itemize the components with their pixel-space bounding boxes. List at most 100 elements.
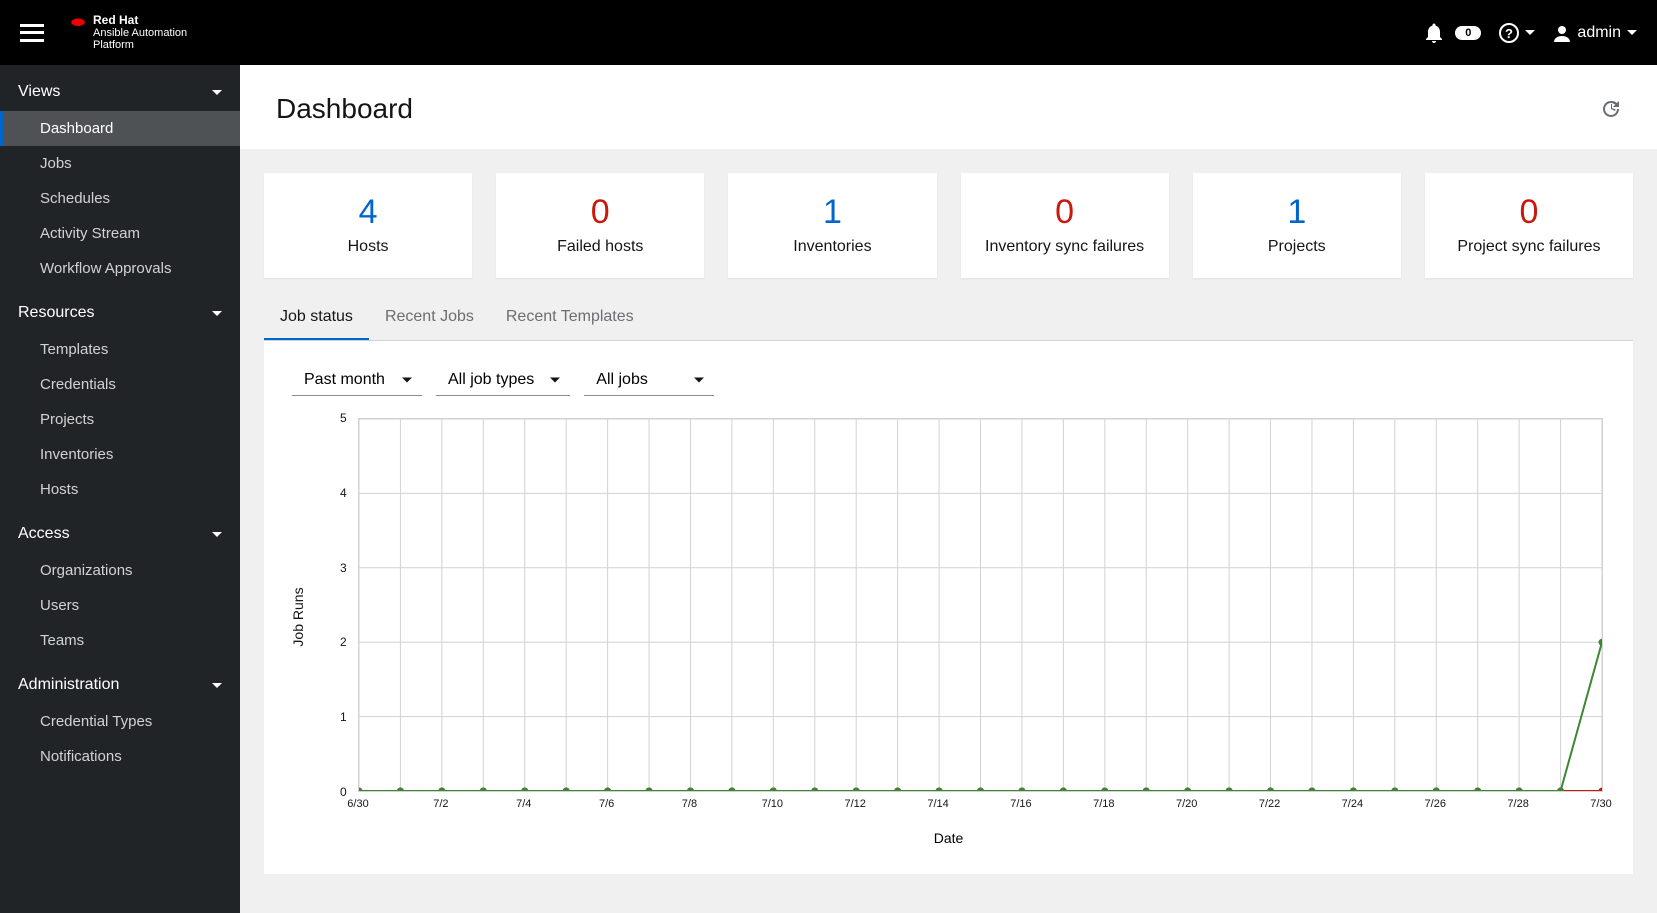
history-icon[interactable] bbox=[1601, 99, 1621, 119]
y-tick-label: 2 bbox=[340, 635, 347, 649]
tab-job-status[interactable]: Job status bbox=[264, 296, 369, 340]
y-tick-label: 0 bbox=[340, 785, 347, 799]
summary-cards-row: 4Hosts0Failed hosts1Inventories0Inventor… bbox=[264, 173, 1633, 278]
stat-card-projects[interactable]: 1 Projects bbox=[1193, 173, 1401, 278]
x-tick-label: 7/16 bbox=[1010, 798, 1031, 810]
sidebar-item-users[interactable]: Users bbox=[0, 588, 240, 623]
chevron-down-icon bbox=[212, 311, 222, 316]
x-tick-label: 7/14 bbox=[927, 798, 948, 810]
sidebar-item-credential-types[interactable]: Credential Types bbox=[0, 704, 240, 739]
x-tick-label: 7/10 bbox=[762, 798, 783, 810]
stat-card-inventory-sync-failures[interactable]: 0 Inventory sync failures bbox=[961, 173, 1169, 278]
filter-select[interactable]: All jobs bbox=[584, 365, 714, 396]
x-tick-label: 7/6 bbox=[599, 798, 614, 810]
chevron-down-icon bbox=[694, 378, 704, 383]
sidebar-section-views[interactable]: Views bbox=[0, 65, 240, 111]
sidebar-section-label: Access bbox=[18, 525, 70, 543]
x-tick-label: 6/30 bbox=[347, 798, 368, 810]
brand-logo[interactable]: Red Hat Ansible Automation Platform bbox=[69, 14, 187, 51]
y-tick-label: 1 bbox=[340, 710, 347, 724]
job-runs-chart: Job Runs 012345 6/307/27/47/67/87/107/12… bbox=[318, 412, 1605, 822]
sidebar-section-administration[interactable]: Administration bbox=[0, 658, 240, 704]
sidebar-item-credentials[interactable]: Credentials bbox=[0, 367, 240, 402]
sidebar-item-activity-stream[interactable]: Activity Stream bbox=[0, 216, 240, 251]
x-tick-label: 7/24 bbox=[1342, 798, 1363, 810]
x-tick-label: 7/22 bbox=[1259, 798, 1280, 810]
redhat-icon bbox=[69, 17, 87, 29]
job-status-panel: Past month All job types All jobs Job Runs… bbox=[264, 341, 1633, 874]
chart-x-axis-label: Date bbox=[292, 830, 1605, 846]
stat-value: 0 bbox=[1435, 193, 1623, 232]
sidebar-section-resources[interactable]: Resources bbox=[0, 286, 240, 332]
notification-count-badge: 0 bbox=[1455, 26, 1481, 40]
sidebar-item-workflow-approvals[interactable]: Workflow Approvals bbox=[0, 251, 240, 286]
stat-card-hosts[interactable]: 4 Hosts bbox=[264, 173, 472, 278]
tabs-bar: Job statusRecent JobsRecent Templates bbox=[264, 296, 1633, 341]
stat-label: Inventory sync failures bbox=[971, 238, 1159, 256]
notifications-button[interactable]: 0 bbox=[1425, 23, 1481, 43]
filter-label: All job types bbox=[448, 371, 534, 388]
filter-select[interactable]: All job types bbox=[436, 365, 570, 396]
sidebar-item-projects[interactable]: Projects bbox=[0, 402, 240, 437]
stat-label: Projects bbox=[1203, 238, 1391, 256]
x-tick-label: 7/20 bbox=[1176, 798, 1197, 810]
stat-label: Project sync failures bbox=[1435, 238, 1623, 256]
x-tick-label: 7/26 bbox=[1425, 798, 1446, 810]
x-tick-label: 7/28 bbox=[1507, 798, 1528, 810]
stat-value: 4 bbox=[274, 193, 462, 232]
help-menu[interactable]: ? bbox=[1499, 23, 1535, 43]
chart-plot-area bbox=[358, 418, 1603, 792]
y-tick-label: 5 bbox=[340, 411, 347, 425]
stat-value: 1 bbox=[1203, 193, 1391, 232]
y-tick-label: 4 bbox=[340, 486, 347, 500]
sidebar-section-access[interactable]: Access bbox=[0, 507, 240, 553]
sidebar-item-notifications[interactable]: Notifications bbox=[0, 739, 240, 774]
x-tick-label: 7/12 bbox=[844, 798, 865, 810]
chevron-down-icon bbox=[212, 683, 222, 688]
page-title: Dashboard bbox=[276, 93, 413, 125]
bell-icon bbox=[1425, 23, 1443, 43]
user-icon bbox=[1553, 24, 1571, 42]
sidebar-nav: Views DashboardJobsSchedulesActivity Stre… bbox=[0, 65, 240, 913]
tab-recent-templates[interactable]: Recent Templates bbox=[490, 296, 650, 340]
chevron-down-icon bbox=[212, 90, 222, 95]
chevron-down-icon bbox=[550, 378, 560, 383]
sidebar-section-label: Views bbox=[18, 83, 60, 101]
sidebar-item-jobs[interactable]: Jobs bbox=[0, 146, 240, 181]
stat-label: Failed hosts bbox=[506, 238, 694, 256]
sidebar-item-organizations[interactable]: Organizations bbox=[0, 553, 240, 588]
brand-text: Red Hat Ansible Automation Platform bbox=[93, 14, 187, 51]
sidebar-item-schedules[interactable]: Schedules bbox=[0, 181, 240, 216]
main-content: Dashboard 4Hosts0Failed hosts1Inventorie… bbox=[240, 65, 1657, 913]
stat-card-failed-hosts[interactable]: 0 Failed hosts bbox=[496, 173, 704, 278]
stat-card-inventories[interactable]: 1Inventories bbox=[728, 173, 936, 278]
x-tick-label: 7/4 bbox=[516, 798, 531, 810]
stat-value: 0 bbox=[506, 193, 694, 232]
user-menu[interactable]: admin bbox=[1553, 24, 1637, 42]
nav-toggle-button[interactable] bbox=[20, 24, 44, 42]
filter-label: All jobs bbox=[596, 371, 648, 388]
stat-label: Hosts bbox=[274, 238, 462, 256]
sidebar-item-templates[interactable]: Templates bbox=[0, 332, 240, 367]
sidebar-section-label: Administration bbox=[18, 676, 119, 694]
stat-label: Inventories bbox=[738, 238, 926, 256]
filter-select[interactable]: Past month bbox=[292, 365, 422, 396]
sidebar-item-dashboard[interactable]: Dashboard bbox=[0, 111, 240, 146]
sidebar-item-hosts[interactable]: Hosts bbox=[0, 472, 240, 507]
x-tick-label: 7/18 bbox=[1093, 798, 1114, 810]
chart-filters: Past month All job types All jobs bbox=[292, 365, 1605, 396]
svg-text:?: ? bbox=[1505, 26, 1513, 41]
sidebar-item-teams[interactable]: Teams bbox=[0, 623, 240, 658]
sidebar-item-inventories[interactable]: Inventories bbox=[0, 437, 240, 472]
x-tick-label: 7/2 bbox=[433, 798, 448, 810]
stat-value: 0 bbox=[971, 193, 1159, 232]
help-icon: ? bbox=[1499, 23, 1519, 43]
filter-label: Past month bbox=[304, 371, 385, 388]
y-tick-label: 3 bbox=[340, 561, 347, 575]
chart-y-axis-label: Job Runs bbox=[290, 587, 306, 646]
stat-card-project-sync-failures[interactable]: 0 Project sync failures bbox=[1425, 173, 1633, 278]
sidebar-section-label: Resources bbox=[18, 304, 94, 322]
tab-recent-jobs[interactable]: Recent Jobs bbox=[369, 296, 490, 340]
x-tick-label: 7/8 bbox=[682, 798, 697, 810]
top-header: Red Hat Ansible Automation Platform 0 ? … bbox=[0, 0, 1657, 65]
